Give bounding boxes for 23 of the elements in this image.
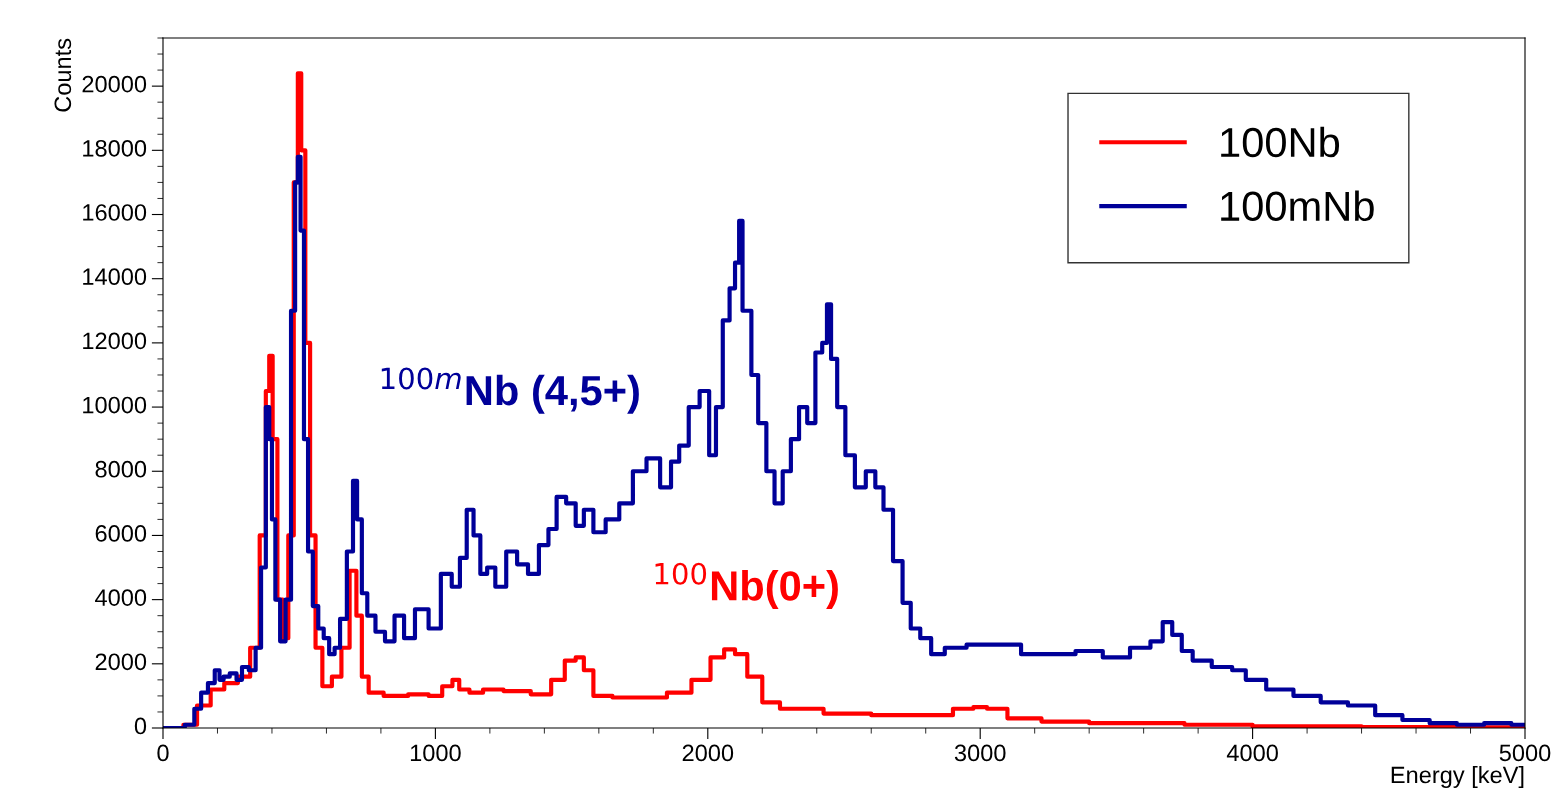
y-tick-label: 2000 [95,653,147,671]
y-tick-label: 14000 [83,268,147,286]
x-tick-label: 3000 [954,744,1006,762]
x-tick-label: 2000 [682,744,734,762]
x-axis-title: Energy [keV] [1391,765,1524,788]
y-tick-label: 0 [134,717,147,735]
x-tick-label: 1000 [410,744,461,762]
y-axis-title: Counts [54,38,72,112]
y-tick-label: 18000 [83,139,147,157]
x-tick-label: 0 [157,744,169,762]
x-tick-label: 4000 [1226,744,1278,762]
annotation: $^{100}$Nb(0+) [655,562,838,609]
y-tick-label: 8000 [95,460,147,478]
y-tick-label: 12000 [83,332,147,350]
y-tick-label: 20000 [82,75,147,93]
y-tick-label: 16000 [83,204,147,221]
y-tick-label: 6000 [95,525,147,542]
y-tick-label: 10000 [83,396,147,414]
x-tick-label: 5000 [1499,744,1551,762]
legend-label: 100mNb [1221,190,1374,222]
y-tick-label: 4000 [95,589,147,606]
annotation: $^{100m}$Nb (4,5+) [381,367,639,414]
legend-label: 100Nb [1221,126,1340,158]
